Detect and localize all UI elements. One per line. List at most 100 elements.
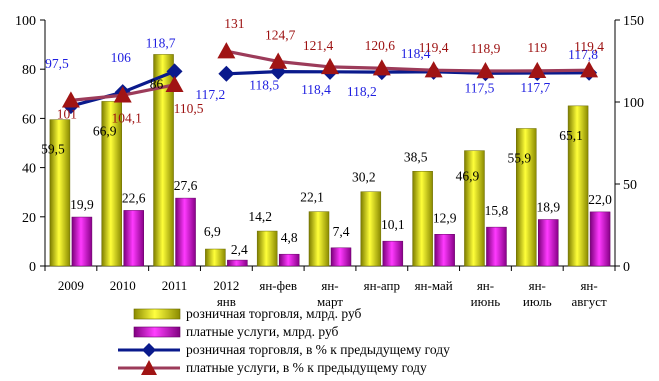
line-services-percent	[226, 49, 590, 73]
retail-percent-label: 118,2	[347, 84, 377, 99]
bar-services	[71, 216, 93, 267]
services-percent-label: 119,4	[419, 40, 449, 55]
retail-percent-marker	[218, 65, 235, 82]
services-percent-marker	[424, 61, 443, 78]
bar-retail-label: 14,2	[248, 209, 272, 224]
bar-retail-label: 65,1	[559, 128, 583, 143]
category-label: 2011	[162, 278, 188, 293]
legend-swatch-retail-bar	[133, 308, 181, 320]
bar-retail-label: 46,9	[456, 169, 480, 184]
bar-services	[227, 259, 248, 267]
bar-services	[278, 253, 300, 267]
bar-services	[175, 197, 196, 267]
retail-percent-label: 117,8	[568, 47, 598, 62]
bar-retail-label: 22,1	[300, 190, 324, 205]
legend: розничная торговля, млрд. руб платные ус…	[108, 305, 568, 377]
legend-swatch-retail-line	[118, 343, 180, 357]
y-left-tick-label: 60	[22, 112, 36, 127]
retail-percent-label: 118,5	[249, 78, 279, 93]
bar-services-label: 22,0	[588, 192, 612, 207]
services-percent-label: 104,1	[112, 110, 142, 125]
y-left-tick-label: 40	[22, 162, 36, 177]
category-label: ян-июль	[523, 278, 552, 309]
category-label: 2010	[110, 278, 136, 293]
services-percent-marker	[269, 52, 288, 69]
category-labels: 2009 2010 2011 2012 янв ян-фев ян-март ян-апр ян…	[58, 278, 607, 309]
y-left-tick-label: 100	[15, 14, 36, 29]
bar-services	[486, 226, 507, 267]
bar-services-label: 2,4	[231, 242, 248, 257]
retail-percent-label: 118,7	[146, 35, 176, 50]
legend-label-retail-bar: розничная торговля, млрд. руб	[186, 306, 362, 321]
y-left-tick-label: 20	[22, 211, 36, 226]
services-percent-label: 120,6	[365, 38, 396, 53]
bar-services	[330, 247, 352, 267]
bars	[49, 54, 611, 267]
y-right-tick-label: 150	[623, 14, 644, 29]
retail-percent-label: 118,4	[301, 82, 331, 97]
bar-services-label: 27,6	[174, 178, 198, 193]
bar-retail-label: 38,5	[404, 149, 428, 164]
services-percent-label: 131	[224, 16, 244, 31]
category-label: 2009	[58, 278, 84, 293]
legend-label-services-bar: платные услуги, млрд. руб	[186, 324, 339, 339]
bar-retail-label: 30,2	[352, 170, 376, 185]
bar-retail-label: 66,9	[93, 123, 117, 138]
bar-retail	[205, 248, 226, 267]
retail-percent-marker	[166, 63, 183, 80]
legend-label-services-line: платные услуги, в % к предыдущему году	[186, 360, 427, 375]
y-right-tick-label: 50	[623, 178, 637, 193]
category-label: ян-май	[415, 278, 453, 293]
bar-services	[382, 240, 404, 267]
bar-retail	[464, 150, 485, 267]
retail-percent-label: 117,7	[520, 80, 550, 95]
services-percent-marker	[217, 42, 236, 59]
services-percent-label: 124,7	[265, 27, 296, 42]
category-label: ян-апр	[364, 278, 400, 293]
bar-services-label: 10,1	[381, 217, 405, 232]
services-percent-marker	[372, 59, 391, 76]
legend-item-services-bar: платные услуги, млрд. руб	[108, 323, 568, 341]
bar-services-label: 12,9	[433, 210, 457, 225]
bar-retail-label: 55,9	[507, 150, 531, 165]
y-right-tick-label: 100	[623, 96, 644, 111]
bar-retail	[256, 230, 278, 267]
bar-services-label: 15,8	[485, 203, 509, 218]
services-percent-marker	[321, 57, 339, 75]
y-left-tick-label: 80	[22, 63, 36, 78]
bar-services-label: 22,6	[122, 190, 146, 205]
services-percent-marker	[165, 75, 184, 92]
bar-services-label: 7,4	[333, 224, 350, 239]
legend-label-retail-line: розничная торговля, в % к предыдущему го…	[186, 342, 450, 357]
legend-item-services-line: платные услуги, в % к предыдущему году	[108, 359, 568, 377]
legend-item-retail-line: розничная торговля, в % к предыдущему го…	[108, 341, 568, 359]
bar-retail	[516, 128, 537, 267]
services-percent-marker	[528, 61, 547, 79]
bar-services	[434, 234, 455, 267]
bar-retail	[308, 211, 330, 267]
category-label: ян-июнь	[471, 278, 501, 309]
bar-retail	[101, 101, 122, 267]
retail-percent-label: 118,4	[401, 46, 431, 61]
bar-retail-label: 59,5	[41, 142, 65, 157]
bar-retail	[412, 171, 433, 267]
bar-retail	[567, 105, 589, 267]
bar-services	[589, 211, 611, 267]
bar-retail	[153, 54, 174, 267]
bar-retail	[360, 191, 382, 267]
legend-item-retail-bar: розничная торговля, млрд. руб	[108, 305, 568, 323]
bar-services	[538, 219, 559, 267]
series-lines	[61, 42, 599, 115]
category-label: ян-фев	[259, 278, 297, 293]
category-label: ян-август	[571, 278, 607, 309]
y-right-tick-label: 0	[623, 260, 630, 275]
category-label: 2012 янв	[213, 278, 239, 309]
services-percent-label: 110,5	[174, 101, 204, 116]
retail-percent-label: 97,5	[45, 56, 69, 71]
bar-retail-label: 6,9	[204, 224, 221, 239]
services-percent-label: 119,4	[574, 39, 604, 54]
category-label: ян-март	[317, 278, 343, 309]
services-percent-label: 118,9	[471, 41, 501, 56]
retail-percent-label: 106	[111, 50, 132, 65]
